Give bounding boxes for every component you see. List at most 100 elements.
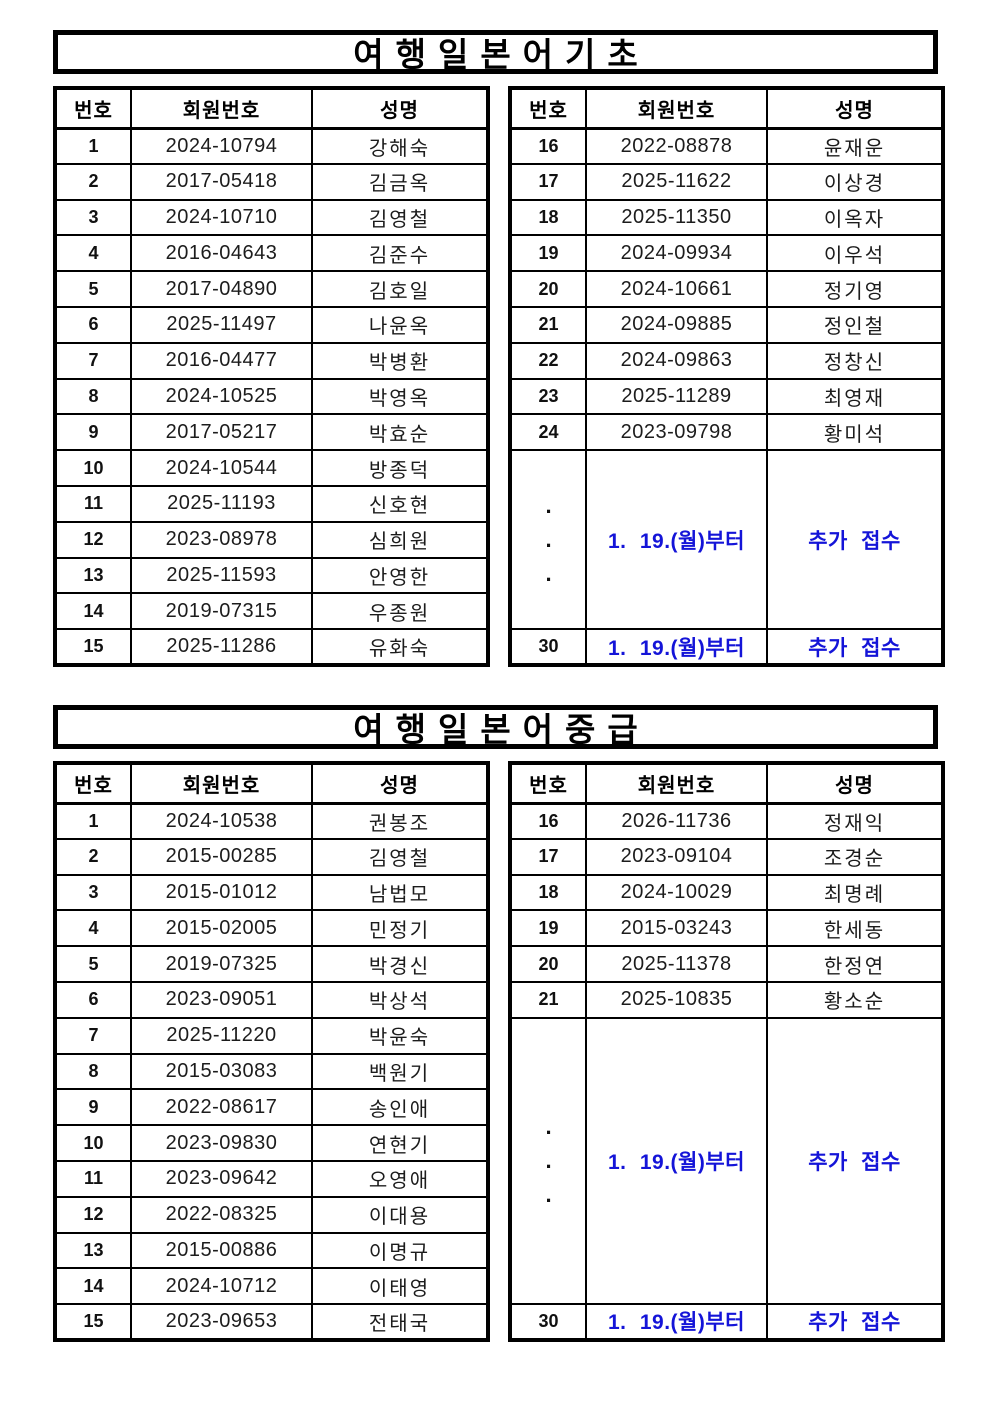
- member-id: 2015-00285: [130, 837, 313, 876]
- row-number: 11: [54, 1159, 132, 1198]
- member-name: 송인애: [311, 1088, 489, 1127]
- row-number: 16: [509, 802, 587, 840]
- extra-signup-date: 1. 19.(월)부터: [585, 449, 768, 631]
- member-name: 조경순: [766, 837, 944, 876]
- dot: .: [545, 526, 552, 552]
- member-id: 2024-10525: [130, 377, 313, 416]
- member-id: 2024-10661: [585, 270, 768, 308]
- ellipsis-dots: . . .: [509, 449, 587, 631]
- member-name: 박경신: [311, 945, 489, 983]
- header-row: 번호 회원번호 성명: [54, 87, 489, 130]
- member-id: 2017-05217: [130, 413, 313, 452]
- member-id: 2022-08325: [130, 1195, 313, 1234]
- table-row: 2 2017-05418 김금옥: [54, 162, 489, 201]
- member-id: 2024-09863: [585, 341, 768, 380]
- extra-signup-label: 추가 접수: [766, 449, 944, 631]
- table-row: 1 2024-10538 권봉조: [54, 802, 489, 840]
- column-header-name: 성명: [311, 87, 489, 130]
- row-number: 8: [54, 1052, 132, 1091]
- table-row: 7 2025-11220 박윤숙: [54, 1016, 489, 1055]
- column-header-name: 성명: [766, 87, 944, 130]
- ellipsis-row: . . . 1. 19.(월)부터 추가 접수: [509, 449, 944, 631]
- member-id: 2019-07315: [130, 592, 313, 631]
- table-row: 2 2015-00285 김영철: [54, 837, 489, 876]
- table-row: 9 2017-05217 박효순: [54, 413, 489, 452]
- ellipsis-row: . . . 1. 19.(월)부터 추가 접수: [509, 1016, 944, 1305]
- header-row: 번호 회원번호 성명: [509, 87, 944, 130]
- table-row: 19 2015-03243 한세동: [509, 909, 944, 948]
- row-number: 4: [54, 234, 132, 273]
- table-row: 4 2016-04643 김준수: [54, 234, 489, 273]
- column-header-id: 회원번호: [130, 762, 313, 805]
- table-row: 17 2023-09104 조경순: [509, 837, 944, 876]
- member-name: 이옥자: [766, 198, 944, 237]
- member-name: 강해숙: [311, 127, 489, 165]
- row-number: 24: [509, 413, 587, 452]
- dot: .: [545, 1181, 552, 1207]
- member-name: 우종원: [311, 592, 489, 631]
- member-id: 2022-08878: [585, 127, 768, 165]
- row-number: 2: [54, 837, 132, 876]
- table-row: 16 2022-08878 윤재운: [509, 127, 944, 165]
- table-row: 14 2019-07315 우종원: [54, 592, 489, 631]
- member-id: 2016-04643: [130, 234, 313, 273]
- member-id: 2024-10538: [130, 802, 313, 840]
- member-name: 이상경: [766, 162, 944, 201]
- member-id: 2017-05418: [130, 162, 313, 201]
- row-number: 30: [509, 628, 587, 666]
- member-name: 최명례: [766, 873, 944, 912]
- column-header-no: 번호: [509, 87, 587, 130]
- column-header-no: 번호: [54, 762, 132, 805]
- section-basic-tables: 번호 회원번호 성명 1 2024-10794 강해숙 2 2017-05418 김금옥 3…: [53, 86, 945, 667]
- member-id: 2015-03243: [585, 909, 768, 948]
- member-name: 황소순: [766, 980, 944, 1019]
- row-number: 19: [509, 234, 587, 273]
- member-name: 권봉조: [311, 802, 489, 840]
- member-name: 이태영: [311, 1267, 489, 1306]
- row-number: 3: [54, 198, 132, 237]
- table-row: 8 2024-10525 박영옥: [54, 377, 489, 416]
- dot: .: [545, 560, 552, 586]
- row-number: 11: [54, 484, 132, 523]
- row-number: 2: [54, 162, 132, 201]
- member-name: 정창신: [766, 341, 944, 380]
- table-row-30: 30 1. 19.(월)부터 추가 접수: [509, 1302, 944, 1341]
- member-name: 한정연: [766, 945, 944, 983]
- member-name: 박상석: [311, 980, 489, 1019]
- row-number: 9: [54, 413, 132, 452]
- member-id: 2015-03083: [130, 1052, 313, 1091]
- member-id: 2026-11736: [585, 802, 768, 840]
- ellipsis-dots: . . .: [509, 1016, 587, 1305]
- member-id: 2025-11286: [130, 628, 313, 666]
- member-id: 2023-09104: [585, 837, 768, 876]
- section-basic-title: 여행일본어기초: [53, 30, 938, 74]
- column-header-name: 성명: [311, 762, 489, 805]
- member-id: 2017-04890: [130, 270, 313, 308]
- member-name: 민정기: [311, 909, 489, 948]
- member-id: 2015-00886: [130, 1231, 313, 1270]
- row-number: 17: [509, 837, 587, 876]
- table-row: 13 2015-00886 이명규: [54, 1231, 489, 1270]
- member-name: 안영한: [311, 556, 489, 595]
- column-header-no: 번호: [54, 87, 132, 130]
- row-number: 17: [509, 162, 587, 201]
- member-id: 2024-09934: [585, 234, 768, 273]
- table-row: 5 2019-07325 박경신: [54, 945, 489, 983]
- dot: .: [545, 1113, 552, 1139]
- member-id: 2024-10712: [130, 1267, 313, 1306]
- extra-signup-date: 1. 19.(월)부터: [585, 1016, 768, 1305]
- table-row: 14 2024-10712 이태영: [54, 1267, 489, 1306]
- member-id: 2025-11378: [585, 945, 768, 983]
- member-id: 2024-09885: [585, 305, 768, 344]
- section-basic: 여행일본어기초 번호 회원번호 성명 1 2024-10794 강해숙 2 2017-0…: [53, 30, 945, 667]
- header-row: 번호 회원번호 성명: [509, 762, 944, 805]
- member-name: 김영철: [311, 198, 489, 237]
- table-row: 4 2015-02005 민정기: [54, 909, 489, 948]
- row-number: 19: [509, 909, 587, 948]
- member-id: 2025-11350: [585, 198, 768, 237]
- row-number: 4: [54, 909, 132, 948]
- column-header-id: 회원번호: [585, 87, 768, 130]
- table-row: 19 2024-09934 이우석: [509, 234, 944, 273]
- table-row: 15 2023-09653 전태국: [54, 1303, 489, 1341]
